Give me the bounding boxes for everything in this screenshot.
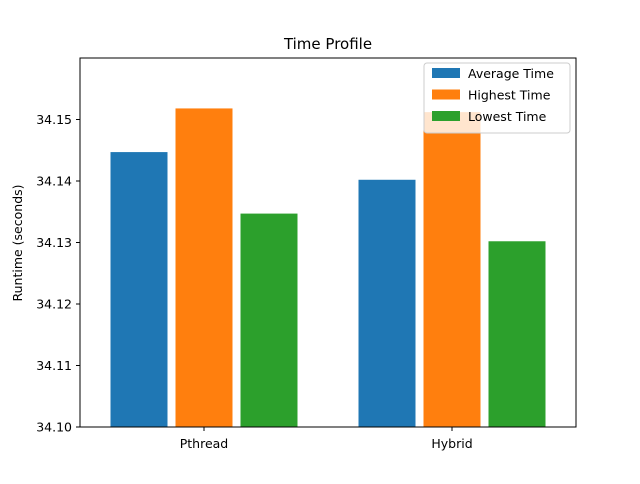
y-axis-label: Runtime (seconds) bbox=[10, 184, 25, 301]
bar-highest-time-pthread bbox=[175, 108, 233, 428]
x-tick-label: Hybrid bbox=[431, 436, 472, 451]
legend-swatch bbox=[432, 89, 460, 100]
axes-layer: 34.10 34.11 34.12 34.13 34.14 34.15 Pthread Hyb… bbox=[36, 57, 577, 451]
y-tick-label: 34.11 bbox=[36, 358, 72, 373]
bar-average-time-pthread bbox=[110, 152, 168, 427]
y-tick-label: 34.15 bbox=[36, 112, 72, 127]
legend-label: Highest Time bbox=[468, 88, 551, 103]
legend: Average Time Highest Time Lowest Time bbox=[423, 62, 571, 134]
legend-swatch bbox=[432, 68, 460, 78]
bar-highest-time-hybrid bbox=[423, 112, 481, 428]
legend-label: Lowest Time bbox=[468, 109, 547, 124]
legend-label: Average Time bbox=[468, 66, 554, 81]
bars-layer bbox=[110, 108, 546, 428]
legend-box bbox=[423, 62, 571, 134]
y-tick-label: 34.14 bbox=[36, 174, 72, 189]
y-tick-label: 34.10 bbox=[36, 420, 72, 435]
x-tick-label: Pthread bbox=[180, 436, 229, 451]
bar-average-time-hybrid bbox=[358, 179, 416, 427]
legend-swatch bbox=[432, 111, 460, 121]
bar-lowest-time-hybrid bbox=[488, 241, 546, 427]
y-tick-label: 34.13 bbox=[36, 235, 72, 250]
y-tick-label: 34.12 bbox=[36, 297, 72, 312]
bar-lowest-time-pthread bbox=[240, 213, 298, 427]
chart-title: Time Profile bbox=[283, 35, 372, 53]
